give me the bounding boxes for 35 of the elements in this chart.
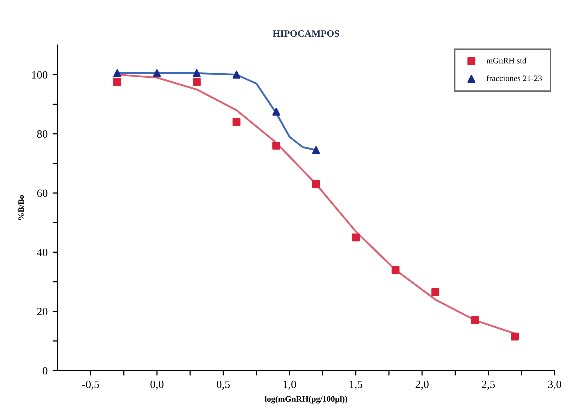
x-tick-label: 0,5	[216, 380, 230, 390]
point	[272, 142, 280, 150]
y-tick-label: 40	[37, 248, 48, 256]
y-tick-label: 60	[37, 190, 48, 198]
legend-label: mGnRH std	[486, 58, 527, 64]
point	[511, 332, 520, 341]
point	[392, 266, 400, 274]
point	[113, 78, 122, 86]
y-tick-label: 100	[32, 71, 48, 79]
x-tick-label: 0,0	[150, 380, 164, 390]
y-tick-label: 0	[42, 367, 48, 375]
x-tick-label: 3,0	[548, 380, 562, 390]
point	[272, 108, 280, 116]
y-axis-title: %B/Bo	[18, 195, 24, 220]
point	[193, 69, 201, 78]
x-tick-label: -0,5	[82, 380, 100, 390]
x-tick-label: 1,5	[350, 380, 363, 390]
y-tick-label: 80	[37, 130, 48, 138]
x-tick-label: 1,0	[284, 380, 296, 390]
point	[232, 70, 241, 79]
x-axis-title: log(mGnRH(pg/100µl))	[264, 396, 348, 404]
x-tick-label: 2,0	[416, 380, 429, 390]
point	[232, 118, 241, 126]
point	[312, 146, 320, 154]
point	[312, 180, 320, 188]
point	[352, 234, 360, 242]
point	[113, 69, 122, 78]
chart-title: HIPOCAMPOS	[273, 30, 340, 38]
point	[153, 69, 162, 78]
point	[432, 288, 440, 296]
point	[193, 78, 201, 86]
y-tick-label: 20	[37, 308, 48, 316]
legend-label: fracciones 21-23	[486, 75, 542, 82]
point	[471, 316, 480, 324]
x-tick-label: 2,5	[482, 380, 496, 390]
